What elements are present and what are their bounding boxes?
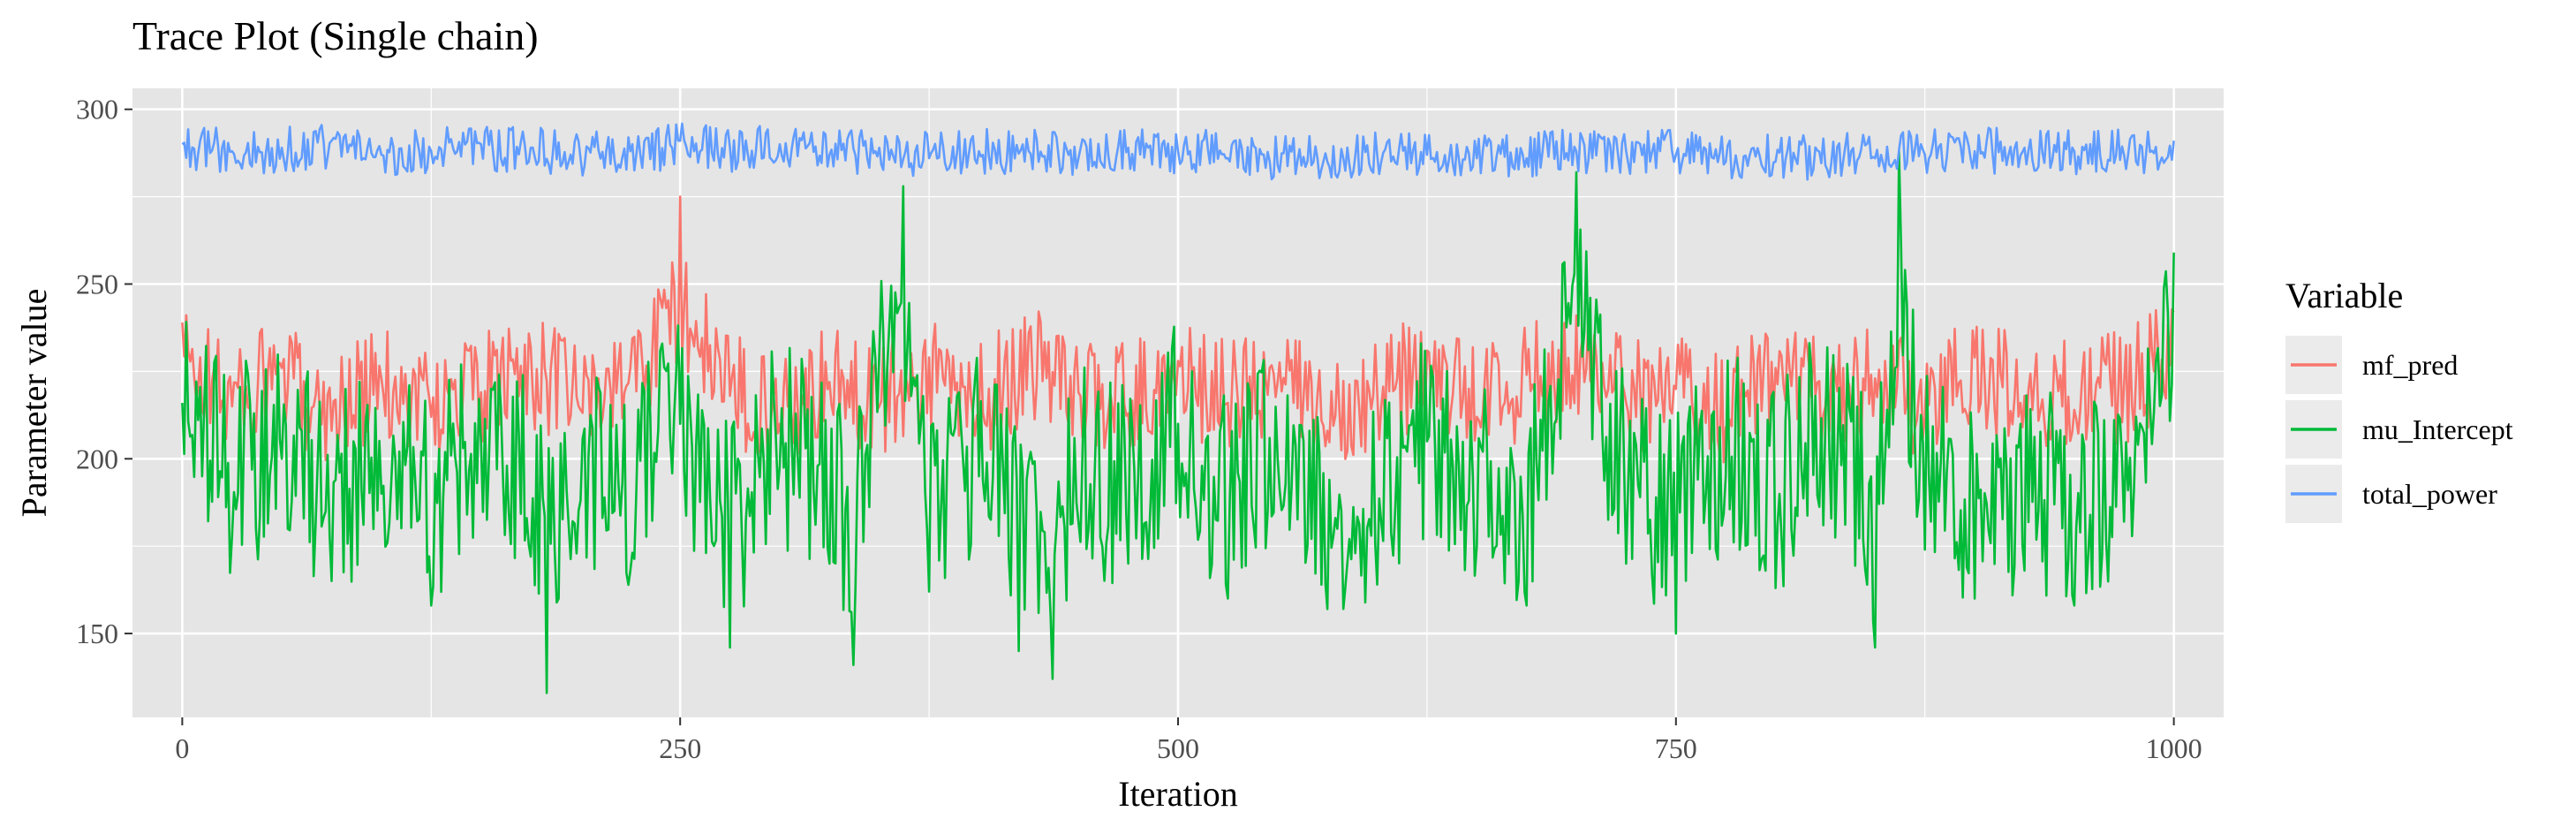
legend-items: mf_pred mu_Intercept total_power xyxy=(2285,336,2513,523)
x-tick-label: 500 xyxy=(1157,732,1199,764)
y-tick-label: 300 xyxy=(76,94,118,125)
legend-label: total_power xyxy=(2362,478,2497,510)
y-axis: 150 200 250 300 xyxy=(76,94,132,649)
y-tick-label: 150 xyxy=(76,618,118,649)
legend-label: mu_Intercept xyxy=(2362,413,2513,445)
x-axis: 0 250 500 750 1000 xyxy=(175,717,2202,764)
series-line-mu-intercept xyxy=(181,149,2175,694)
legend-label: mf_pred xyxy=(2362,349,2458,381)
series-line-mf-pred xyxy=(181,195,2175,464)
x-tick-label: 1000 xyxy=(2146,732,2202,764)
x-tick-label: 250 xyxy=(659,732,701,764)
x-axis-title: Iteration xyxy=(1118,774,1238,814)
x-tick-label: 750 xyxy=(1655,732,1697,764)
legend: Variable mf_pred mu_Intercept total_power xyxy=(2285,276,2513,523)
series-line-total-power xyxy=(181,122,2175,181)
y-axis-title: Parameter value xyxy=(14,289,54,518)
chart-title: Trace Plot (Single chain) xyxy=(132,13,539,58)
y-tick-label: 200 xyxy=(76,443,118,474)
x-tick-label: 0 xyxy=(175,732,189,764)
y-tick-label: 250 xyxy=(76,269,118,300)
legend-title: Variable xyxy=(2285,276,2403,315)
series-lines xyxy=(181,122,2175,694)
